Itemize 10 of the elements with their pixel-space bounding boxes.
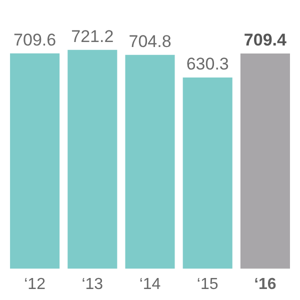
data-label: 709.6: [14, 30, 56, 50]
x-tick-label: ‘14: [139, 276, 161, 293]
x-tick-label: ‘12: [24, 276, 46, 293]
data-label: 709.4: [244, 30, 288, 50]
data-label: 630.3: [186, 54, 229, 74]
data-label: 721.2: [71, 27, 114, 46]
x-tick-label: ‘15: [196, 276, 218, 293]
data-label: 704.8: [128, 32, 172, 52]
x-tick-label: ‘16: [254, 276, 276, 293]
x-tick-label: ‘13: [82, 276, 104, 293]
